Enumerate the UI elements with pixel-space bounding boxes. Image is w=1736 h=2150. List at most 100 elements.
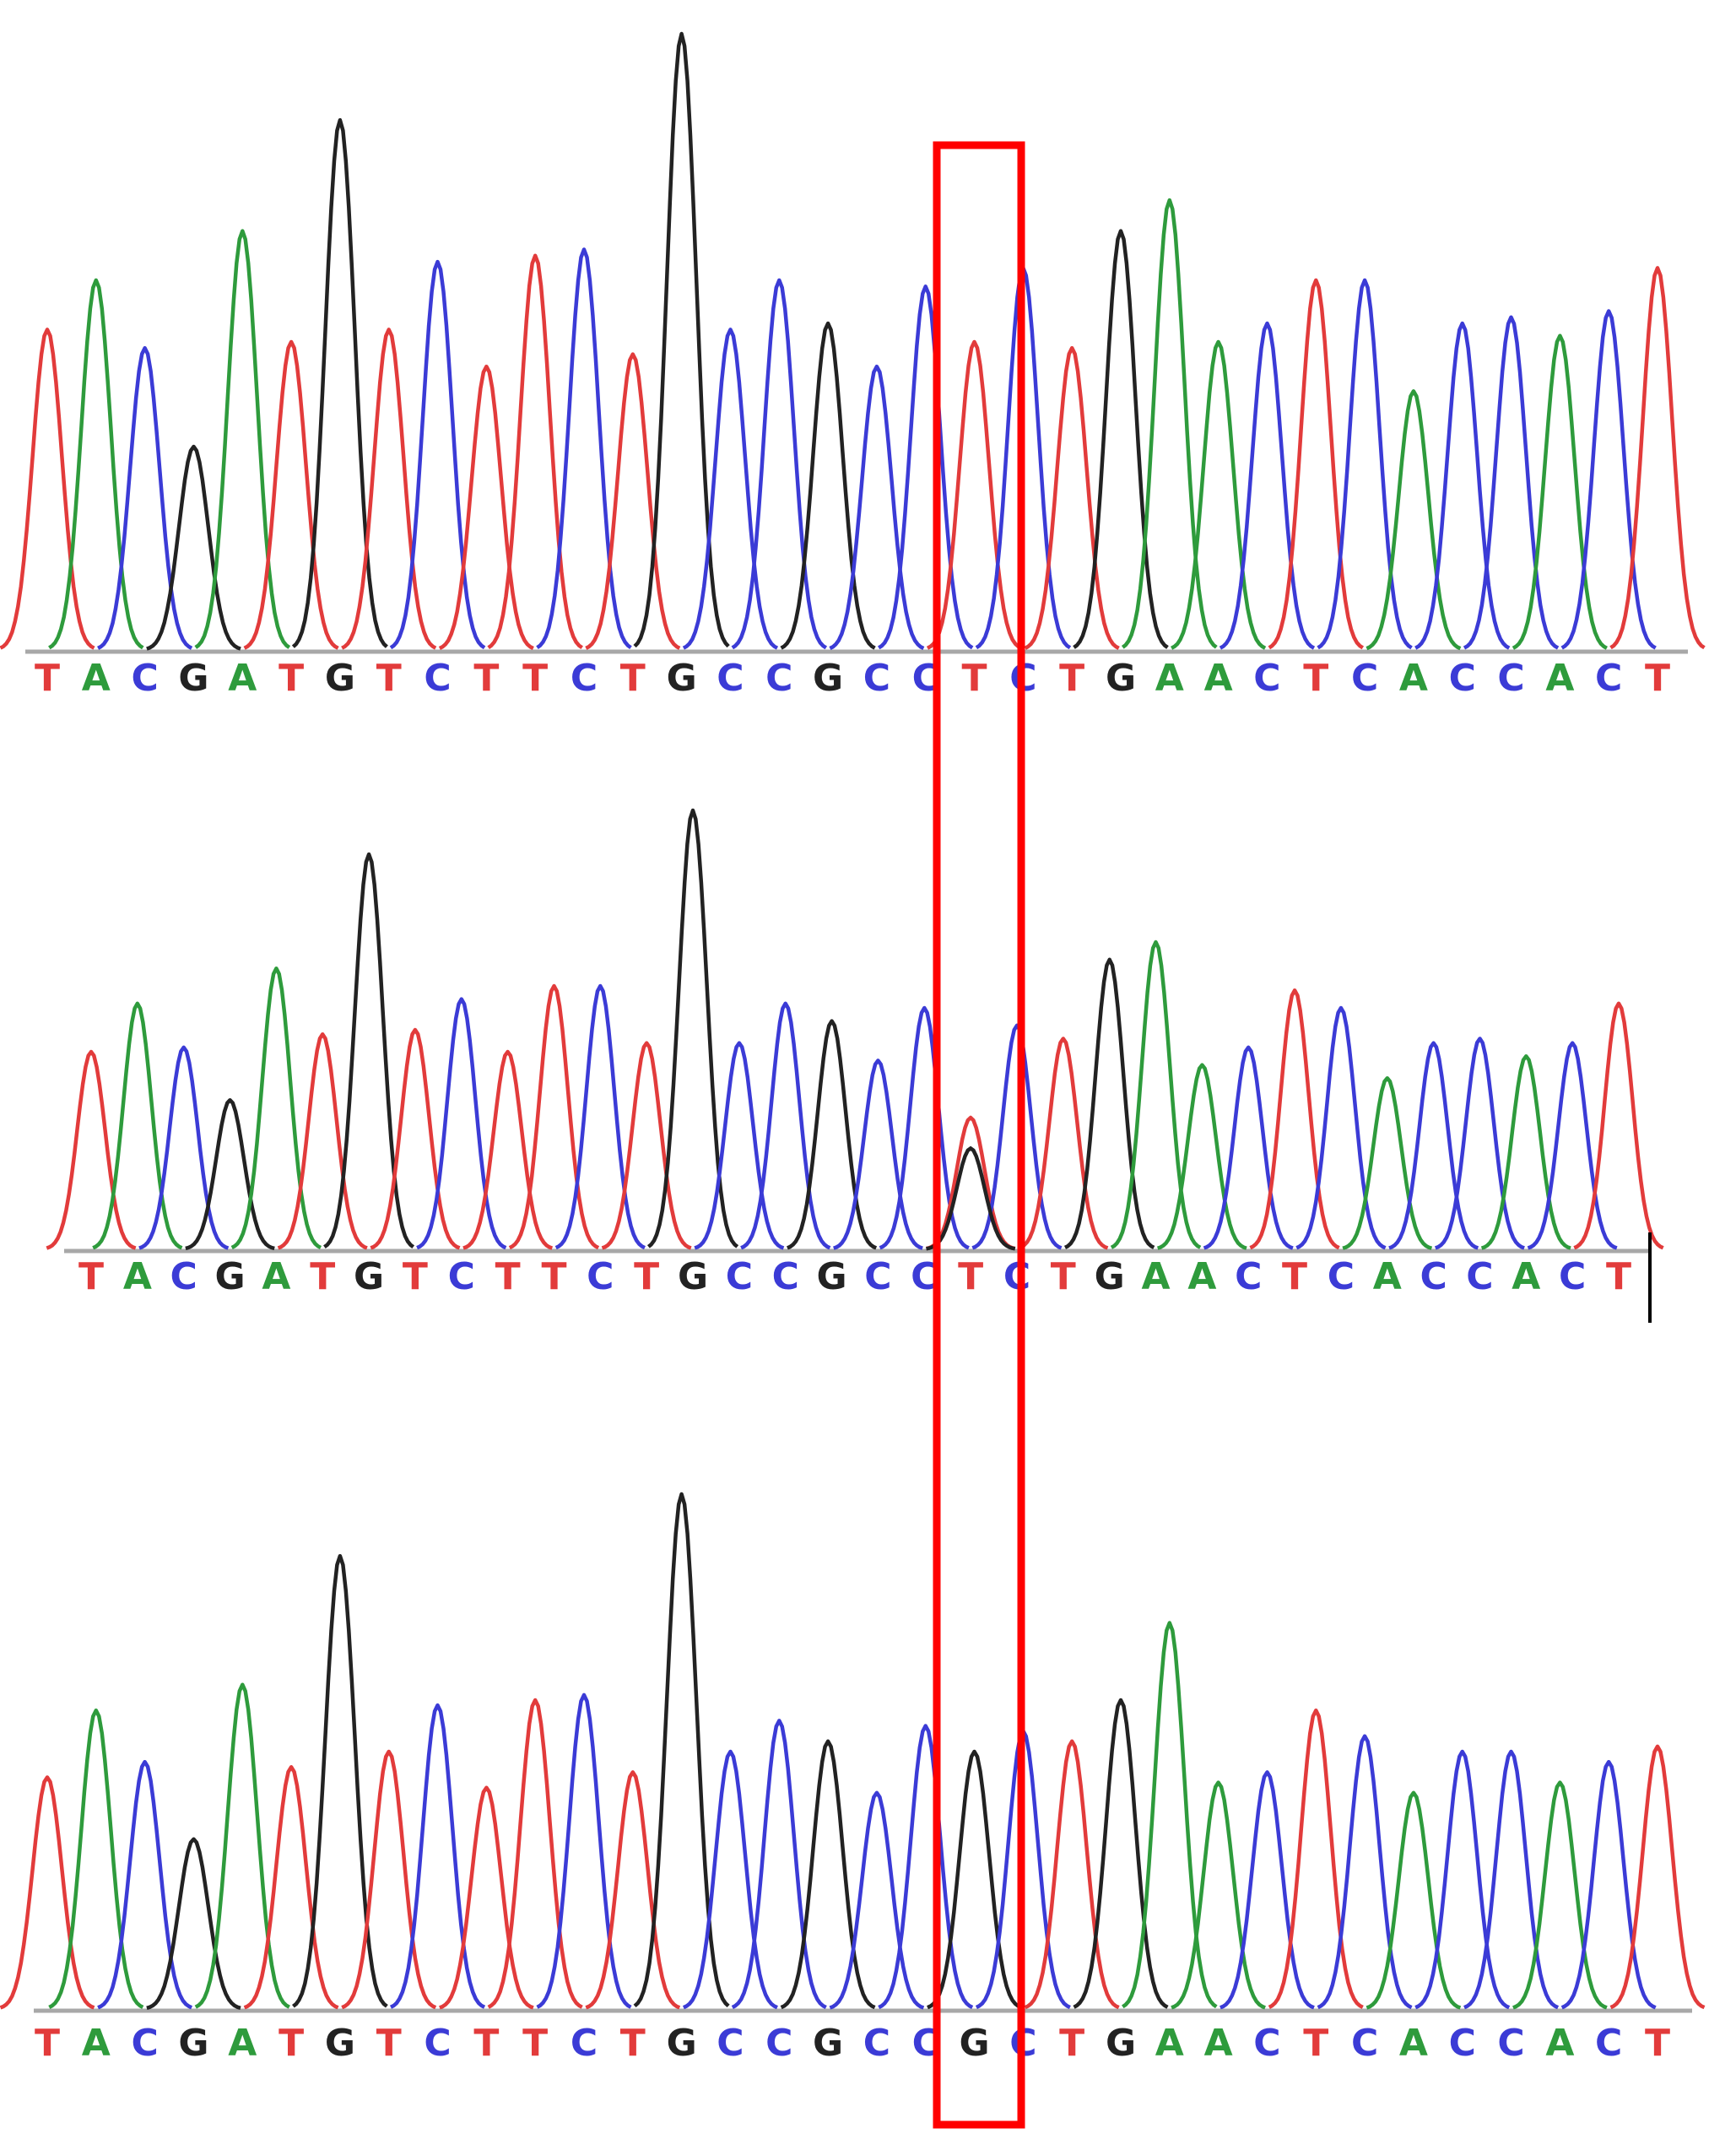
base-call-label: G — [1106, 2022, 1136, 2065]
peak-T — [438, 364, 534, 651]
peak-T — [341, 328, 437, 650]
peak-T — [508, 983, 600, 1250]
base-call-label: A — [1545, 657, 1574, 700]
peak-T — [370, 1027, 461, 1250]
variant-highlight-box — [933, 141, 1025, 2129]
peak-A — [48, 278, 144, 650]
peak-T — [341, 1749, 437, 2010]
peak-G — [323, 852, 415, 1249]
peak-A — [92, 1001, 183, 1250]
peak-T — [462, 1049, 554, 1250]
peak-C — [1414, 1749, 1511, 2010]
base-call-label: A — [1187, 1255, 1216, 1298]
peak-C — [138, 1045, 230, 1250]
peak-G — [185, 1097, 275, 1251]
base-call-label: G — [813, 657, 843, 700]
peak-A — [1122, 1621, 1218, 2009]
base-call-label: T — [1645, 2022, 1670, 2065]
peak-T — [1024, 346, 1120, 650]
peak-C — [731, 1719, 827, 2010]
peak-T — [585, 352, 681, 650]
peak-T — [487, 1698, 583, 2009]
base-call-label: G — [354, 1255, 384, 1298]
base-call-label: G — [214, 1255, 245, 1298]
peak-A — [1171, 339, 1267, 650]
base-call-label: T — [1303, 657, 1328, 700]
base-call-label: T — [1059, 2022, 1084, 2065]
base-call-label: T — [35, 2022, 60, 2065]
base-call-label: C — [424, 657, 451, 700]
base-call-label: T — [522, 657, 548, 700]
base-call-label: C — [587, 1255, 614, 1298]
base-call-label: T — [78, 1255, 104, 1298]
base-call-label: C — [131, 2022, 158, 2065]
base-call-label: A — [1155, 657, 1184, 700]
peak-T — [1573, 1001, 1664, 1250]
base-call-label: A — [1545, 2022, 1574, 2065]
base-call-label: G — [1106, 657, 1136, 700]
peak-C — [878, 284, 974, 650]
base-call-label: G — [813, 2022, 843, 2065]
base-call-label: G — [1095, 1255, 1125, 1298]
peak-C — [97, 346, 193, 650]
peak-A — [1171, 1780, 1266, 2010]
peak-C — [1219, 321, 1316, 650]
peak-A — [1156, 1063, 1247, 1250]
peak-T — [243, 339, 339, 650]
peak-A — [1480, 1053, 1571, 1250]
peak-C — [879, 1005, 970, 1250]
peak-A — [1512, 333, 1608, 650]
base-call-label: C — [1003, 1255, 1030, 1298]
peak-C — [554, 983, 646, 1250]
base-call-label: C — [1497, 657, 1524, 700]
base-call-label: T — [620, 2022, 646, 2065]
peak-G — [780, 1739, 876, 2010]
peak-C — [1463, 1749, 1560, 2010]
peak-G — [780, 321, 876, 650]
peak-C — [731, 278, 828, 650]
base-call-label: C — [717, 2022, 744, 2065]
base-call-label: T — [279, 2022, 304, 2065]
base-call-label: C — [1497, 2022, 1524, 2065]
peak-G — [787, 1019, 878, 1250]
peak-C — [694, 1041, 785, 1250]
peak-G — [291, 1553, 388, 2008]
peak-T — [1018, 1037, 1109, 1250]
peak-T — [1268, 1708, 1364, 2009]
peak-T — [0, 328, 95, 650]
base-call-label: T — [962, 657, 987, 700]
base-call-label: C — [1449, 657, 1476, 700]
base-call-label: C — [765, 2022, 792, 2065]
base-call-label: A — [1204, 657, 1233, 700]
peak-A — [194, 1682, 290, 2009]
base-call-label: T — [403, 1255, 428, 1298]
base-call-label: A — [1399, 657, 1428, 700]
peak-C — [1434, 1037, 1525, 1250]
peak-A — [1121, 198, 1218, 649]
base-call-label: C — [1449, 2022, 1476, 2065]
base-call-label: T — [1645, 657, 1670, 700]
base-call-label: T — [1059, 657, 1084, 700]
peak-T — [1609, 1744, 1706, 2010]
base-call-label: C — [1466, 1255, 1493, 1298]
peak-G — [633, 31, 730, 648]
peak-T — [277, 1032, 368, 1250]
base-call-label: T — [958, 1255, 983, 1298]
base-call-label: C — [1253, 2022, 1280, 2065]
base-call-label: G — [678, 1255, 708, 1298]
base-call-label: C — [717, 657, 744, 700]
base-call-label: T — [634, 1255, 659, 1298]
peak-C — [971, 1023, 1063, 1250]
peak-C — [1560, 1759, 1657, 2010]
base-call-label: T — [473, 657, 499, 700]
base-call-label: C — [1351, 657, 1378, 700]
peak-C — [1203, 1045, 1294, 1250]
peak-A — [1342, 1075, 1433, 1250]
peak-G — [146, 1837, 241, 2010]
peak-G — [1063, 957, 1155, 1249]
base-call-label: T — [310, 1255, 335, 1298]
base-call-label: T — [495, 1255, 521, 1298]
peak-T — [585, 1770, 681, 2010]
base-call-label: T — [473, 2022, 499, 2065]
